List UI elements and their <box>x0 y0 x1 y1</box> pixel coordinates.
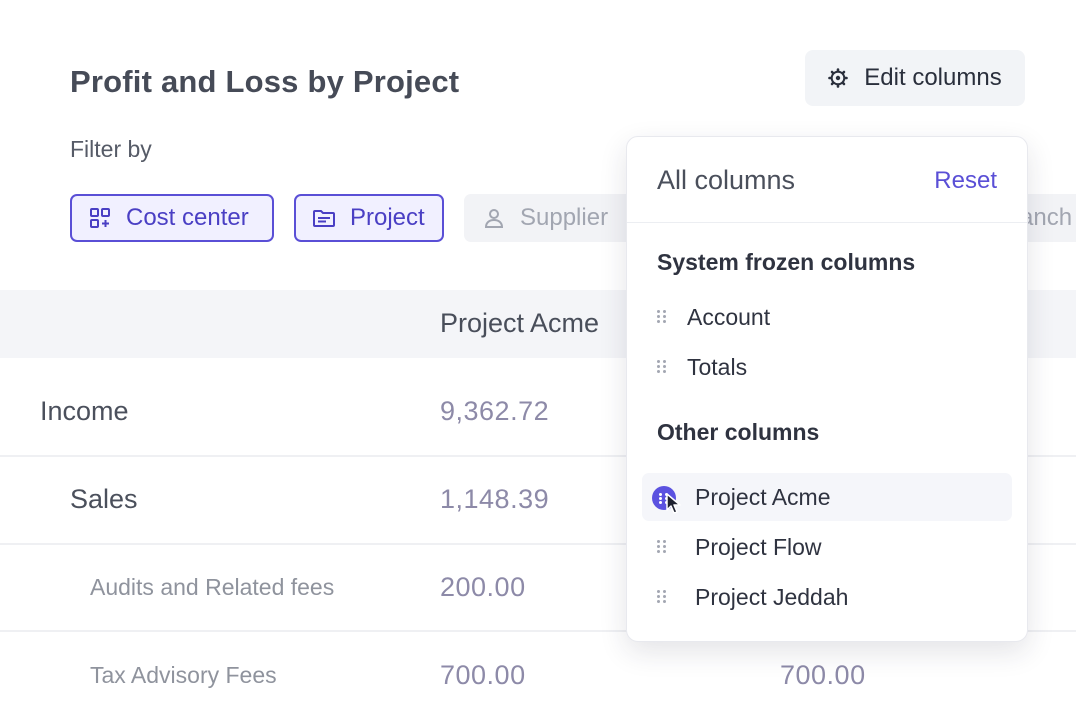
column-item-project-flow[interactable]: Project Flow <box>657 527 822 567</box>
column-header-project-acme: Project Acme <box>440 308 600 338</box>
row-label-tax-advisory: Tax Advisory Fees <box>90 662 277 688</box>
drag-handle-icon[interactable] <box>657 540 667 554</box>
grid-add-icon <box>90 208 110 228</box>
page-title: Profit and Loss by Project <box>70 64 460 99</box>
columns-popover: All columns Reset System frozen columns … <box>626 136 1028 642</box>
drag-handle-icon[interactable] <box>657 360 667 374</box>
user-icon <box>484 209 504 228</box>
column-item-label: Project Acme <box>695 483 831 510</box>
row-divider <box>0 543 1076 545</box>
row-label-audits: Audits and Related fees <box>90 574 335 600</box>
cell-value: 1,148.39 <box>440 484 550 514</box>
column-item-label: Totals <box>687 353 748 380</box>
cell-value: 700.00 <box>440 660 526 690</box>
filter-chip-label: Cost center <box>126 204 249 231</box>
column-item-label: Account <box>687 303 771 330</box>
edit-columns-button[interactable]: Edit columns <box>805 50 1025 106</box>
column-item-hover-highlight <box>642 473 1012 521</box>
edit-columns-label: Edit columns <box>864 64 1002 91</box>
row-divider <box>0 630 1076 632</box>
gear-icon <box>828 68 849 88</box>
filter-chip-project[interactable]: Project <box>294 194 444 242</box>
mouse-pointer-icon <box>666 493 681 514</box>
column-item-project-acme[interactable]: Project Acme <box>695 477 831 517</box>
column-item-account[interactable]: Account <box>657 297 770 337</box>
column-item-label: Project Jeddah <box>695 583 849 610</box>
column-item-label: Project Flow <box>695 533 822 560</box>
row-label-income: Income <box>40 396 129 426</box>
row-label-sales: Sales <box>70 484 138 514</box>
filter-chip-label: Supplier <box>520 204 609 231</box>
column-item-project-jeddah[interactable]: Project Jeddah <box>657 577 848 617</box>
reset-button[interactable]: Reset <box>934 167 997 194</box>
drag-handle-icon[interactable] <box>657 310 667 324</box>
folder-icon <box>313 210 335 227</box>
row-divider <box>0 455 1076 457</box>
popover-title: All columns <box>657 165 796 195</box>
cell-value: 9,362.72 <box>440 396 550 426</box>
other-section-heading: Other columns <box>657 419 820 445</box>
drag-handle-icon[interactable] <box>657 590 667 604</box>
filter-chip-cost-center[interactable]: Cost center <box>70 194 274 242</box>
filter-label: Filter by <box>70 136 152 162</box>
cell-value: 700.00 <box>780 660 866 690</box>
frozen-section-heading: System frozen columns <box>657 249 916 275</box>
filter-chip-label: Project <box>350 204 425 231</box>
cell-value: 200.00 <box>440 572 526 602</box>
popover-divider <box>627 222 1027 223</box>
filter-chip-supplier[interactable]: Supplier <box>464 194 644 242</box>
column-item-totals[interactable]: Totals <box>657 347 747 387</box>
